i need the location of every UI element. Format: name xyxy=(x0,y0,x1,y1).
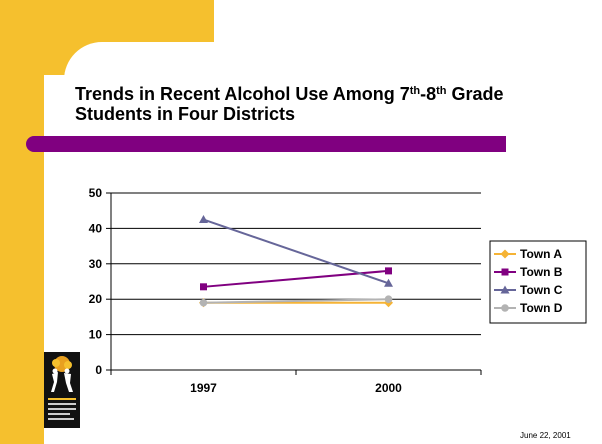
title-text-part2: -8 xyxy=(420,84,437,104)
data-point-town-b xyxy=(385,267,392,275)
legend: Town A Town B Town C Town D xyxy=(489,240,587,324)
title-superscript-1: th xyxy=(409,85,421,97)
data-point-town-c xyxy=(384,278,393,287)
gold-left-bar xyxy=(0,0,44,444)
data-point-town-d xyxy=(199,298,208,307)
legend-marker xyxy=(501,268,509,276)
data-point-town-c xyxy=(199,215,208,224)
data-point-town-b xyxy=(200,283,207,291)
axes: 0 10 20 30 40 50 1997 2000 xyxy=(89,186,482,395)
series-line-town-d xyxy=(203,298,389,304)
y-tick-label: 10 xyxy=(89,328,103,342)
x-tick-label: 2000 xyxy=(375,381,402,395)
data-point-town-d xyxy=(384,295,393,304)
title-text-part1: Trends in Recent Alcohol Use Among 7 xyxy=(75,84,410,104)
y-tick-label: 0 xyxy=(95,363,102,377)
gridlines xyxy=(111,192,481,336)
slide-title: Trends in Recent Alcohol Use Among 7th-8… xyxy=(75,84,575,124)
series-lines xyxy=(199,215,393,308)
legend-label: Town A xyxy=(520,247,562,261)
y-tick-label: 40 xyxy=(89,221,103,235)
legend-label: Town D xyxy=(520,301,563,315)
y-tick-label: 20 xyxy=(89,292,103,306)
purple-title-bar xyxy=(26,136,506,152)
legend-marker xyxy=(500,249,510,259)
legend-marker xyxy=(500,285,510,294)
x-tick-label: 1997 xyxy=(190,381,217,395)
legend-label: Town B xyxy=(520,265,563,279)
legend-label: Town C xyxy=(520,283,563,297)
title-text-part3: Grade Students in Four Districts xyxy=(75,84,504,124)
y-tick-label: 50 xyxy=(89,186,103,200)
y-tick-label: 30 xyxy=(89,257,103,271)
legend-marker xyxy=(501,304,509,312)
footer-date: June 22, 2001 xyxy=(520,431,571,440)
organization-logo xyxy=(44,352,80,428)
title-superscript-2: th xyxy=(436,85,447,97)
series-line-town-c xyxy=(203,218,389,285)
